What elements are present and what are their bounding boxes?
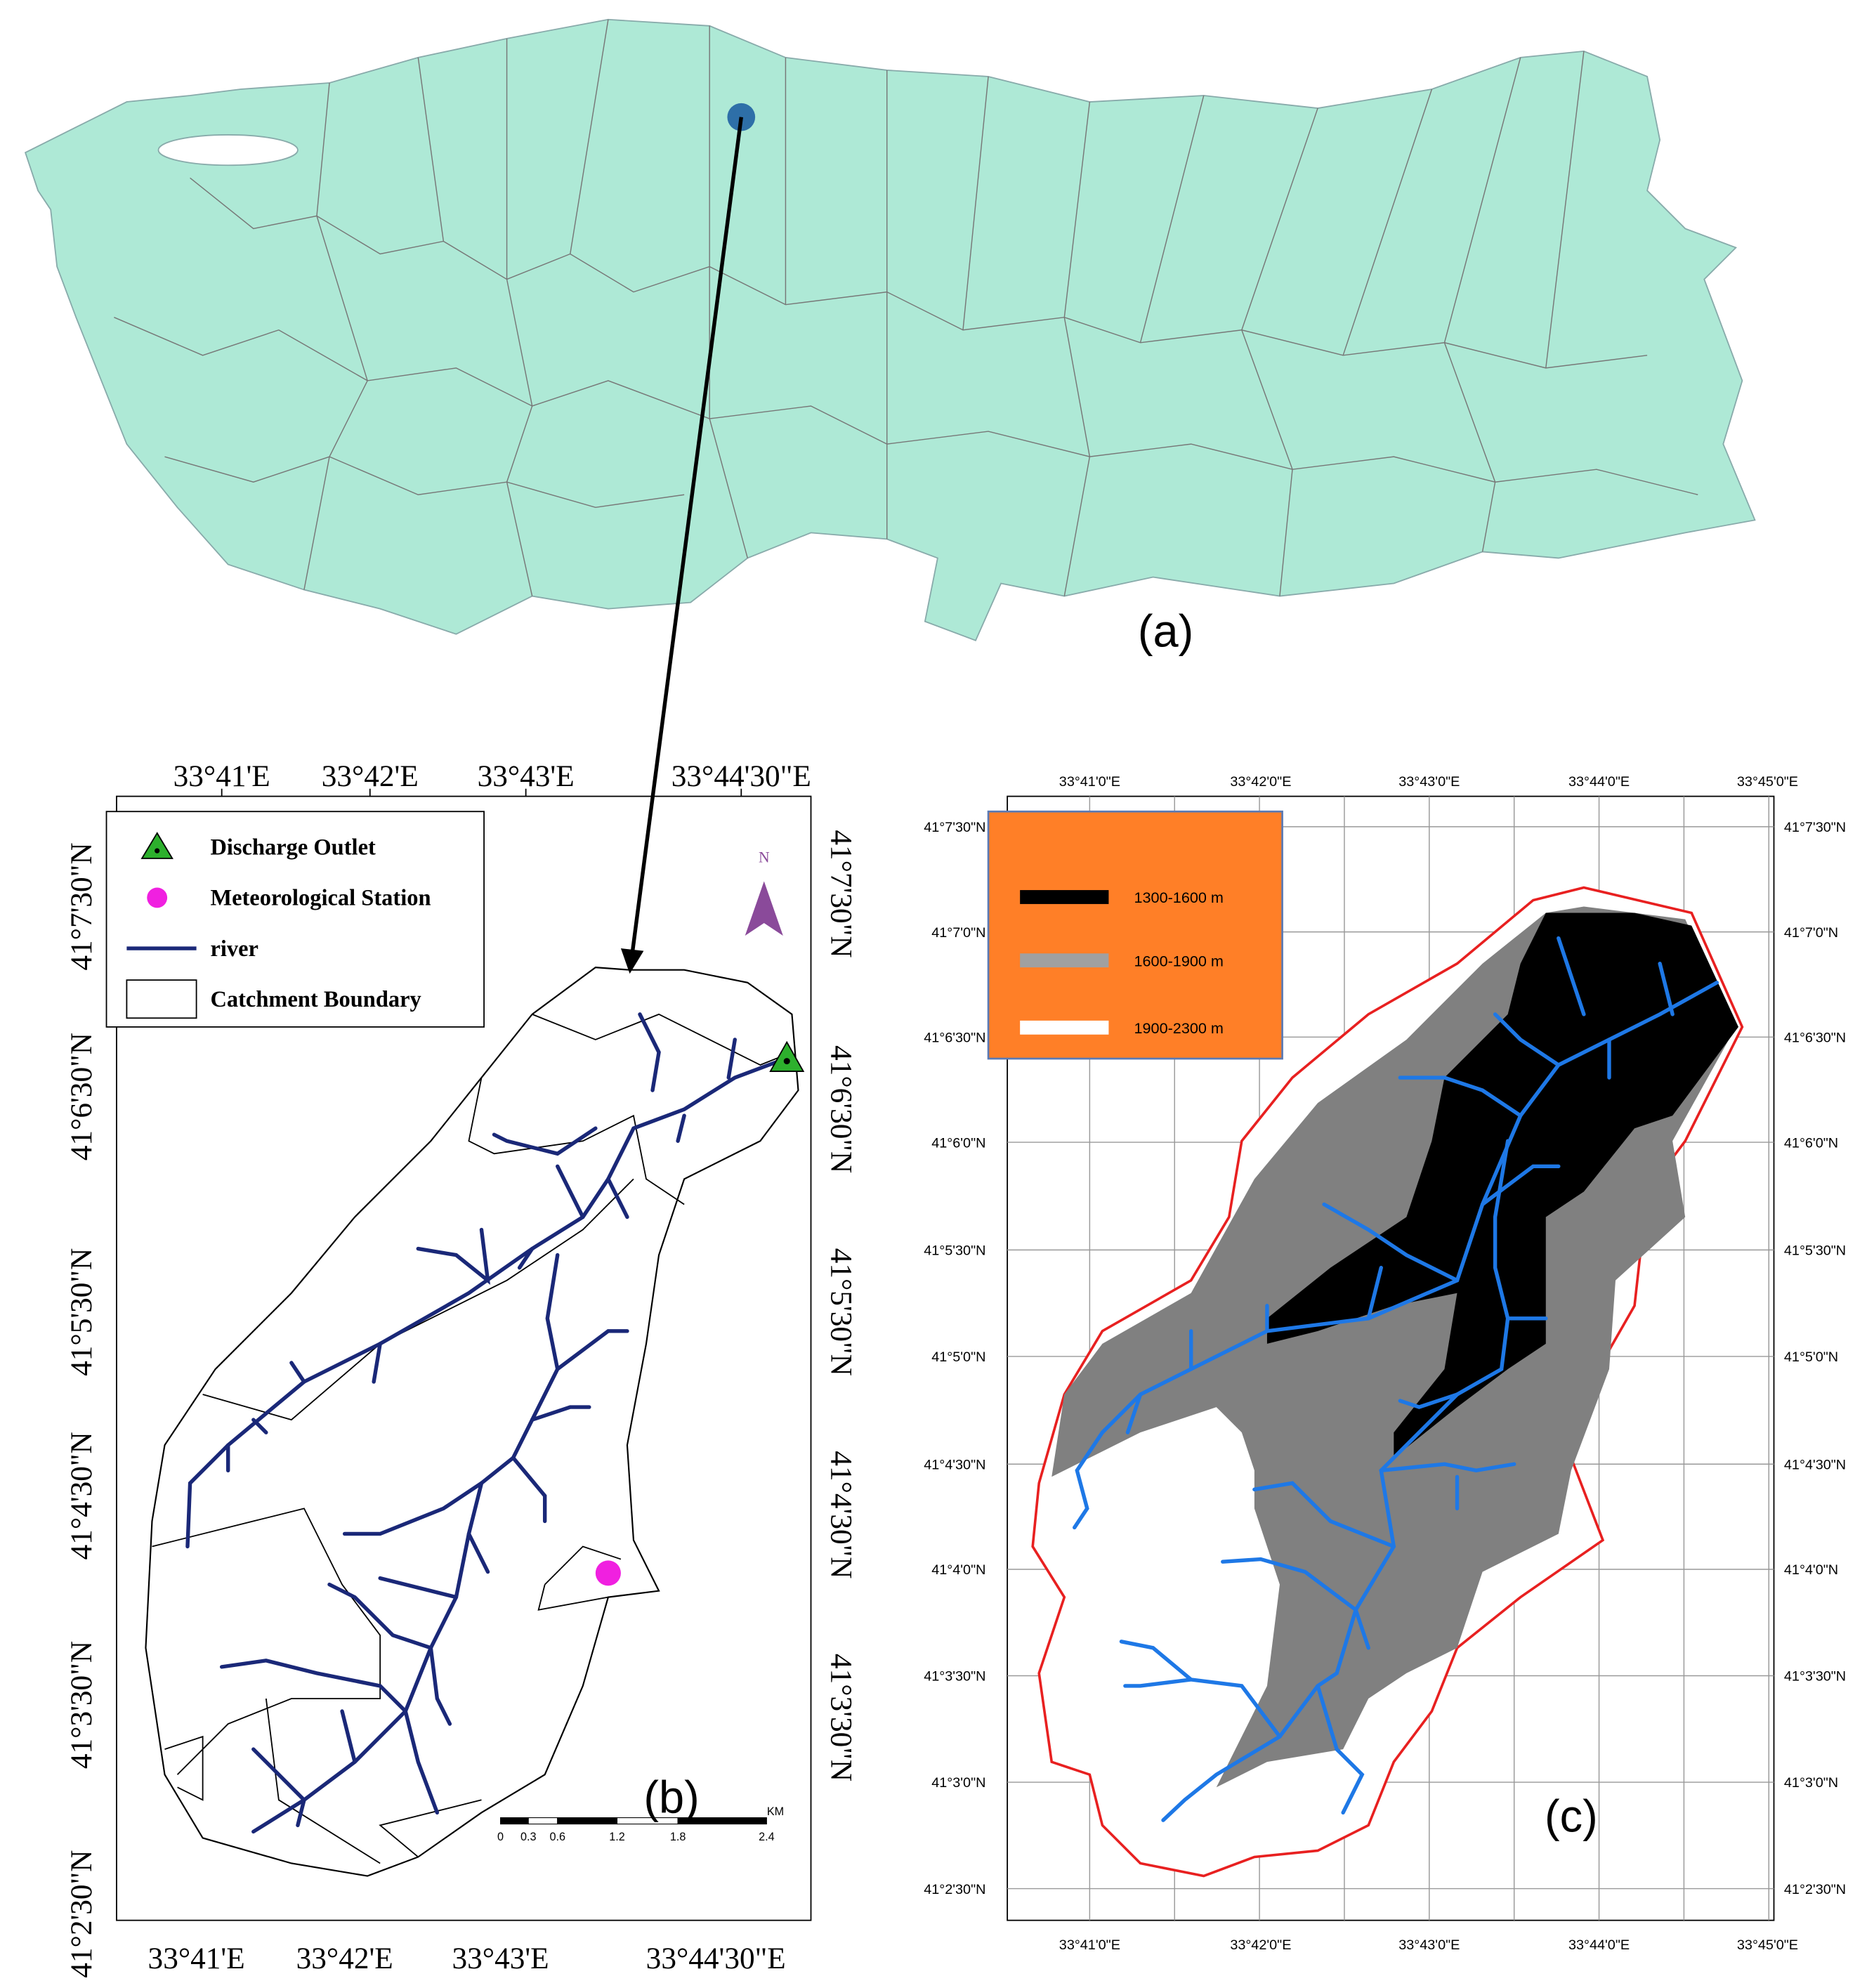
rivers: [1073, 936, 1719, 1822]
scale-label: 0: [497, 1831, 504, 1843]
right-tick-label: 41°7'30"N: [824, 830, 858, 957]
scale-bar: 0 0.3 0.6 1.2 1.8 2.4 KM: [497, 1805, 784, 1843]
scale-label: 2.4: [759, 1831, 775, 1843]
top-tick-label: 33°41'E: [173, 759, 270, 793]
scale-label: 1.8: [670, 1831, 686, 1843]
legend-label: 1900-2300 m: [1134, 1019, 1224, 1037]
top-tick-label: 33°43'E: [478, 759, 575, 793]
left-tick-label: 41°7'0"N: [931, 925, 985, 941]
panel-label: (c): [1545, 1790, 1598, 1841]
left-tick-label: 41°7'30"N: [924, 820, 985, 835]
bottom-tick-label: 33°43'E: [452, 1942, 549, 1975]
scale-segment: [557, 1817, 618, 1825]
sub-catchment-borders: [152, 1013, 792, 1864]
marmara-sea: [157, 134, 299, 166]
top-tick-label: 33°43'0"E: [1398, 774, 1460, 790]
bottom-tick-label: 33°42'E: [296, 1942, 393, 1975]
scale-label: 0.3: [520, 1831, 537, 1843]
met-station-marker: [595, 1560, 621, 1586]
right-tick-label: 41°7'30"N: [1784, 820, 1846, 835]
right-tick-label: 41°2'30"N: [1784, 1882, 1846, 1897]
left-tick-label: 41°3'30"N: [65, 1641, 98, 1769]
left-tick-label: 41°4'0"N: [931, 1562, 985, 1578]
scale-segment: [677, 1817, 767, 1825]
right-tick-label: 41°5'30"N: [1784, 1243, 1846, 1259]
left-tick-label: 41°4'30"N: [924, 1457, 985, 1472]
left-tick-label: 41°5'30"N: [924, 1243, 985, 1259]
legend-label: 1600-1900 m: [1134, 952, 1224, 969]
left-tick-label: 41°2'30"N: [65, 1850, 98, 1978]
left-tick-label: 41°6'30"N: [65, 1033, 98, 1160]
scale-segment: [528, 1817, 558, 1825]
right-tick-label: 41°5'0"N: [1784, 1349, 1838, 1365]
panel-label: (a): [1138, 606, 1193, 657]
panel-b: 0 0.3 0.6 1.2 1.8 2.4 KM 33°41'E 33°42'E 33°43'E…: [65, 759, 858, 1978]
left-tick-label: 41°6'0"N: [931, 1135, 985, 1151]
legend: [105, 811, 485, 1028]
panel-c: 33°41'0"E 33°42'0"E 33°43'0"E 33°44'0"E 33°4…: [924, 774, 1846, 1953]
top-tick-label: 33°44'30"E: [671, 759, 811, 793]
top-tick-label: 33°42'E: [322, 759, 419, 793]
top-tick-label: 33°44'0"E: [1568, 774, 1630, 790]
north-label: N: [759, 849, 770, 865]
right-tick-label: 41°6'30"N: [1784, 1031, 1846, 1046]
legend: [987, 810, 1283, 1060]
bottom-tick-label: 33°45'0"E: [1737, 1937, 1798, 1953]
outlet-dot: [783, 1058, 790, 1065]
top-tick-label: 33°45'0"E: [1737, 774, 1798, 790]
legend-label: Discharge Outlet: [210, 835, 376, 861]
left-tick-label: 41°5'30"N: [65, 1248, 98, 1376]
right-tick-label: 41°7'0"N: [1784, 925, 1838, 941]
legend-label: Meteorological Station: [210, 886, 431, 911]
catchment-boundary: [145, 967, 799, 1877]
bottom-tick-label: 33°43'0"E: [1398, 1937, 1460, 1953]
left-tick-label: 41°4'30"N: [65, 1432, 98, 1559]
bottom-tick-label: 33°42'0"E: [1230, 1937, 1291, 1953]
legend-label: Catchment Boundary: [210, 987, 421, 1012]
scale-segment: [500, 1817, 529, 1825]
right-tick-label: 41°4'0"N: [1784, 1562, 1838, 1578]
turkey-map: [24, 18, 1756, 641]
panel-a: [24, 18, 1756, 641]
right-tick-label: 41°3'30"N: [1784, 1669, 1846, 1685]
top-tick-label: 33°42'0"E: [1230, 774, 1291, 790]
map-frame: [116, 795, 812, 1921]
elevation-1300-1600: [1266, 913, 1738, 1458]
legend-label: river: [210, 936, 258, 962]
right-tick-label: 41°4'30"N: [1784, 1457, 1846, 1472]
top-tick-label: 33°41'0"E: [1059, 774, 1120, 790]
province-borders: [114, 19, 1698, 596]
map-frame: [1007, 795, 1775, 1921]
right-tick-label: 41°3'0"N: [1784, 1775, 1838, 1791]
right-tick-label: 41°6'0"N: [1784, 1135, 1838, 1151]
bottom-tick-label: 33°41'0"E: [1059, 1937, 1120, 1953]
outlet-marker: [769, 1040, 805, 1072]
left-tick-label: 41°3'30"N: [924, 1669, 985, 1685]
scale-label: 0.6: [549, 1831, 565, 1843]
bottom-tick-label: 33°44'30"E: [646, 1942, 786, 1975]
right-tick-label: 41°5'30"N: [824, 1248, 858, 1376]
north-arrow: [745, 881, 783, 936]
left-tick-label: 41°6'30"N: [924, 1031, 985, 1046]
right-tick-label: 41°3'30"N: [824, 1654, 858, 1781]
location-arrow: [620, 117, 743, 974]
scale-unit: KM: [767, 1805, 784, 1818]
right-tick-label: 41°6'30"N: [824, 1045, 858, 1173]
scale-label: 1.2: [609, 1831, 625, 1843]
panel-label: (b): [643, 1771, 699, 1822]
legend-label: 1300-1600 m: [1134, 889, 1224, 906]
left-tick-label: 41°3'0"N: [931, 1775, 985, 1791]
left-tick-label: 41°5'0"N: [931, 1349, 985, 1365]
rivers: [185, 1012, 788, 1834]
right-tick-label: 41°4'30"N: [824, 1451, 858, 1578]
left-tick-label: 41°2'30"N: [924, 1882, 985, 1897]
left-tick-label: 41°7'30"N: [65, 842, 98, 970]
bottom-tick-label: 33°41'E: [148, 1942, 245, 1975]
bottom-tick-label: 33°44'0"E: [1568, 1937, 1630, 1953]
